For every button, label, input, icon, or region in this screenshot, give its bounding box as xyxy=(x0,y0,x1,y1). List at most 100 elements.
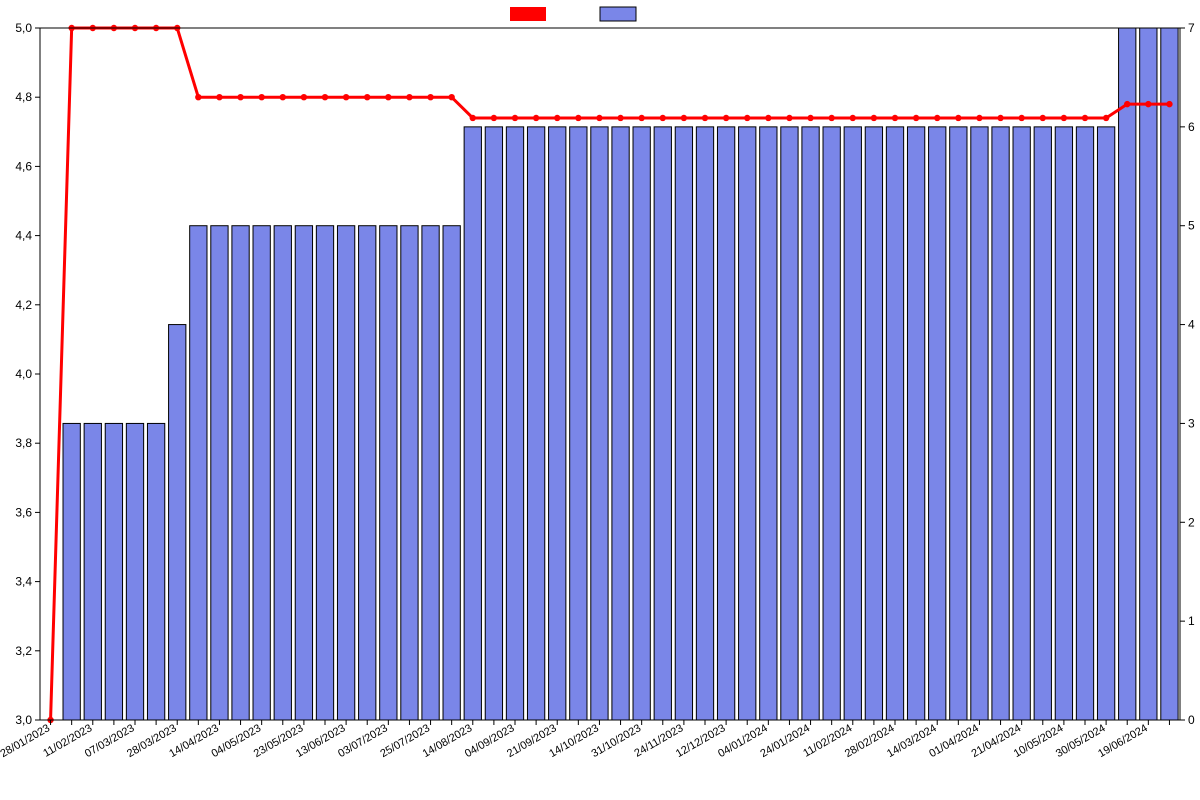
bar xyxy=(443,226,460,720)
bar xyxy=(274,226,291,720)
bar xyxy=(929,127,946,720)
line-marker xyxy=(976,115,982,121)
line-marker xyxy=(364,94,370,100)
bar xyxy=(232,226,249,720)
line-marker xyxy=(448,94,454,100)
bar xyxy=(844,127,861,720)
line-marker xyxy=(195,94,201,100)
bar xyxy=(63,423,80,720)
left-tick-label: 4,4 xyxy=(15,229,32,243)
bar xyxy=(506,127,523,720)
line-marker xyxy=(723,115,729,121)
bar xyxy=(422,226,439,720)
line-marker xyxy=(216,94,222,100)
line-marker xyxy=(1082,115,1088,121)
line-marker xyxy=(871,115,877,121)
line-marker xyxy=(681,115,687,121)
bar xyxy=(1034,127,1051,720)
bar xyxy=(485,127,502,720)
line-marker xyxy=(807,115,813,121)
line-marker xyxy=(406,94,412,100)
bar xyxy=(739,127,756,720)
bar xyxy=(337,226,354,720)
left-tick-label: 4,2 xyxy=(15,298,32,312)
bar xyxy=(380,226,397,720)
left-tick-label: 3,2 xyxy=(15,644,32,658)
bar xyxy=(633,127,650,720)
bar xyxy=(1055,127,1072,720)
line-marker xyxy=(638,115,644,121)
line-marker xyxy=(1145,101,1151,107)
bar xyxy=(717,127,734,720)
line-marker xyxy=(343,94,349,100)
line-marker xyxy=(470,115,476,121)
bar xyxy=(865,127,882,720)
line-marker xyxy=(617,115,623,121)
line-marker xyxy=(913,115,919,121)
right-tick-label: 4 xyxy=(1188,318,1195,332)
right-tick-label: 1 xyxy=(1188,614,1195,628)
line-marker xyxy=(427,94,433,100)
bar xyxy=(1097,127,1114,720)
legend-swatch-bar xyxy=(600,7,636,21)
right-tick-label: 0 xyxy=(1188,713,1195,727)
line-marker xyxy=(554,115,560,121)
line-marker xyxy=(322,94,328,100)
line-marker xyxy=(850,115,856,121)
line-marker xyxy=(301,94,307,100)
line-marker xyxy=(385,94,391,100)
line-marker xyxy=(237,94,243,100)
bar xyxy=(253,226,270,720)
line-marker xyxy=(491,115,497,121)
line-marker xyxy=(512,115,518,121)
line-marker xyxy=(955,115,961,121)
line-marker xyxy=(1166,101,1172,107)
bar xyxy=(1140,28,1157,720)
bar xyxy=(971,127,988,720)
line-marker xyxy=(280,94,286,100)
bar xyxy=(464,127,481,720)
bar xyxy=(190,226,207,720)
bar xyxy=(886,127,903,720)
bar xyxy=(781,127,798,720)
line-marker xyxy=(892,115,898,121)
bar xyxy=(549,127,566,720)
bar xyxy=(760,127,777,720)
bar xyxy=(169,325,186,720)
line-marker xyxy=(660,115,666,121)
bar xyxy=(316,226,333,720)
bar xyxy=(950,127,967,720)
bar xyxy=(675,127,692,720)
bar xyxy=(126,423,143,720)
bar xyxy=(591,127,608,720)
bar xyxy=(907,127,924,720)
left-tick-label: 3,6 xyxy=(15,505,32,519)
line-marker xyxy=(828,115,834,121)
bar xyxy=(295,226,312,720)
line-marker xyxy=(258,94,264,100)
left-tick-label: 5,0 xyxy=(15,21,32,35)
right-tick-label: 6 xyxy=(1188,120,1195,134)
bar xyxy=(527,127,544,720)
right-tick-label: 3 xyxy=(1188,416,1195,430)
left-tick-label: 3,4 xyxy=(15,575,32,589)
bar xyxy=(992,127,1009,720)
line-marker xyxy=(1040,115,1046,121)
line-marker xyxy=(765,115,771,121)
line-marker xyxy=(1124,101,1130,107)
bar xyxy=(654,127,671,720)
bar xyxy=(84,423,101,720)
combo-chart: 3,03,23,43,63,84,04,24,44,64,85,00123456… xyxy=(0,0,1200,800)
legend-swatch-line xyxy=(510,7,546,21)
line-marker xyxy=(744,115,750,121)
line-marker xyxy=(596,115,602,121)
left-tick-label: 4,6 xyxy=(15,159,32,173)
line-marker xyxy=(533,115,539,121)
right-tick-label: 2 xyxy=(1188,515,1195,529)
line-marker xyxy=(1061,115,1067,121)
line-marker xyxy=(1018,115,1024,121)
bar xyxy=(1119,28,1136,720)
bar xyxy=(802,127,819,720)
bar xyxy=(1161,28,1178,720)
bar xyxy=(612,127,629,720)
